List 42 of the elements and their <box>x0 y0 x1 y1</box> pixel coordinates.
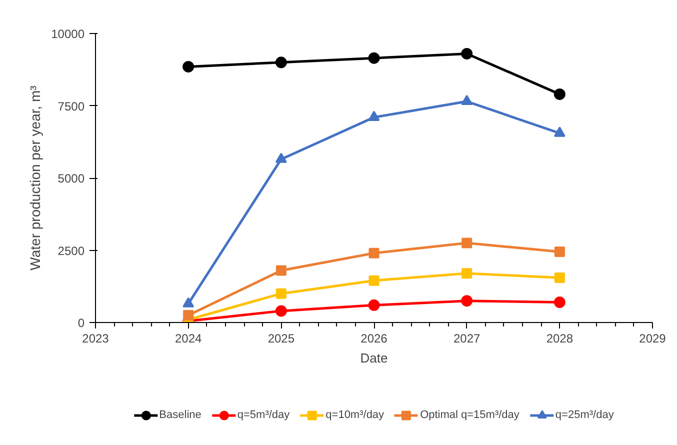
y-tick-label: 2500 <box>58 244 85 258</box>
point <box>554 272 565 283</box>
legend-label: q=10m³/day <box>326 409 384 421</box>
point <box>183 310 194 321</box>
legend-label: Optimal q=15m³/day <box>420 409 520 421</box>
legend-label: q=5m³/day <box>237 409 290 421</box>
x-tick-label: 2023 <box>82 332 110 346</box>
point <box>368 275 380 286</box>
point <box>275 152 287 163</box>
y-tick-label: 0 <box>78 316 85 330</box>
legend-label: q=25m³/day <box>555 409 614 421</box>
point <box>462 238 472 248</box>
y-axis-title: Water production per year, m³ <box>27 85 44 270</box>
x-tick-label: 2028 <box>546 332 574 346</box>
point <box>554 126 566 137</box>
x-tick-label: 2026 <box>360 332 388 346</box>
point <box>554 88 566 100</box>
point <box>554 296 566 308</box>
point <box>368 52 380 64</box>
x-axis-title: Date <box>360 350 388 366</box>
point <box>182 60 194 72</box>
point <box>275 56 287 68</box>
point <box>461 94 473 106</box>
legend-label: Baseline <box>159 409 202 421</box>
y-tick-label: 7500 <box>58 99 85 114</box>
x-tick-label: 2024 <box>174 332 202 346</box>
point <box>554 246 565 257</box>
point <box>368 110 380 121</box>
x-tick-label: 2029 <box>639 332 666 346</box>
y-tick-label: 5000 <box>58 172 85 186</box>
point <box>461 48 473 60</box>
x-tick-label: 2027 <box>453 332 481 346</box>
point <box>368 299 380 311</box>
y-tick-label: 10000 <box>51 27 85 41</box>
point <box>462 268 472 279</box>
point <box>276 288 286 299</box>
point <box>276 265 286 276</box>
point <box>182 297 194 308</box>
point <box>461 295 473 307</box>
point <box>368 248 380 258</box>
x-tick-label: 2025 <box>268 332 295 346</box>
point <box>275 305 287 317</box>
